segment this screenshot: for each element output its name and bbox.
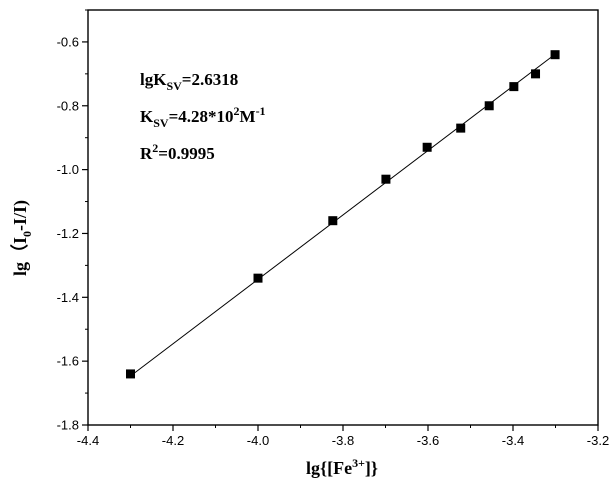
data-point [531,69,541,79]
x-tick-label: -3.8 [332,433,354,448]
y-tick-label: -1.0 [57,162,79,177]
x-axis-label: lg{[Fe3+]} [306,456,378,478]
y-tick-label: -0.6 [57,34,79,49]
x-axis-ticks: -4.4 -4.2 -4.0 -3.8 -3.6 -3.4 -3.2 [77,425,609,448]
fit-line [130,53,556,377]
data-point [456,123,466,133]
data-point [550,50,560,60]
data-point [484,101,494,111]
y-tick-label: -1.8 [57,418,79,433]
data-point [253,273,263,283]
x-tick-label: -4.4 [77,433,99,448]
data-point [422,142,432,152]
annotation-r2: R2=0.9995 [140,141,215,163]
annotation-ksv: KSV=4.28*102M-1 [140,104,266,130]
data-point [381,174,391,184]
data-point [328,216,338,226]
x-tick-label: -3.2 [587,433,609,448]
annotation-lgksv: lgKSV=2.6318 [140,70,238,93]
y-tick-label: -0.8 [57,98,79,113]
x-tick-label: -3.6 [417,433,439,448]
data-point [126,369,135,379]
data-point [509,82,519,92]
data-points [126,50,560,379]
x-tick-label: -3.4 [502,433,524,448]
y-tick-label: -1.6 [57,354,79,369]
y-axis-label: lg（I0-I/I) [10,200,34,276]
x-tick-label: -4.0 [247,433,269,448]
y-axis-ticks: -1.8 -1.6 -1.4 -1.2 -1.0 -0.8 -0.6 [57,9,88,433]
y-tick-label: -1.2 [57,226,79,241]
x-tick-label: -4.2 [162,433,184,448]
fit-line-group [130,53,556,377]
y-tick-label: -1.4 [57,290,79,305]
